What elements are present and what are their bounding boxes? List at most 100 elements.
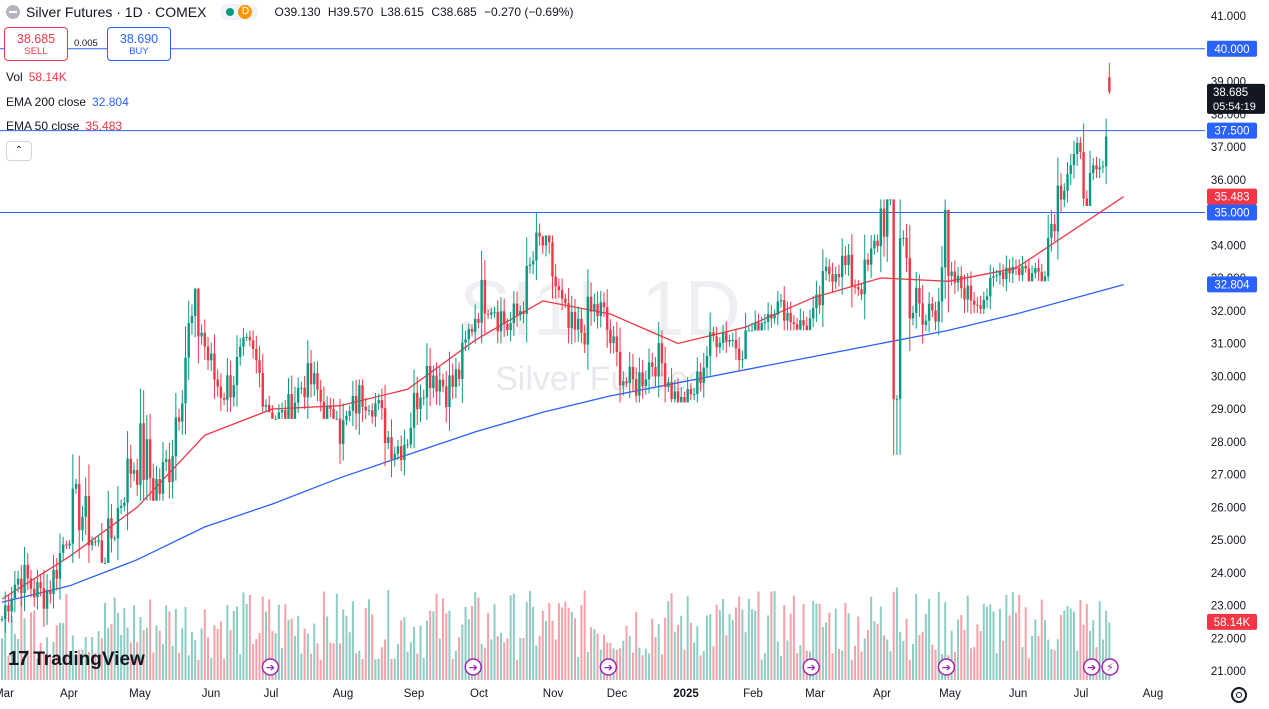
candle: [773, 309, 776, 324]
candle: [36, 569, 39, 610]
volume-bar: [55, 625, 58, 680]
sell-label: SELL: [24, 45, 48, 57]
collapse-legend-button[interactable]: ⌃: [6, 141, 32, 161]
time-tick-label: Dec: [607, 688, 628, 700]
volume-bar: [10, 615, 13, 680]
volume-bar: [264, 611, 267, 680]
volume-bar: [870, 596, 873, 680]
settings-gear-icon[interactable]: [1231, 687, 1247, 703]
candle: [351, 380, 355, 427]
indicator-ema50[interactable]: EMA 50 close 35.483: [6, 119, 122, 133]
candle: [947, 209, 950, 313]
candle: [483, 260, 487, 334]
volume-bar: [107, 627, 110, 680]
volume-bar: [660, 654, 663, 680]
buy-button[interactable]: 38.690 BUY: [107, 27, 171, 61]
volume-bar: [49, 656, 52, 680]
volume-bar: [796, 653, 799, 680]
symbol-title[interactable]: Silver Futures · 1D · COMEX: [26, 4, 207, 20]
event-marker[interactable]: ➔: [599, 658, 618, 676]
volume-bar: [1024, 607, 1027, 680]
candle: [847, 243, 850, 276]
candle: [197, 287, 200, 364]
volume-bar: [519, 637, 522, 680]
volume-bar: [100, 638, 103, 680]
candle: [931, 297, 934, 318]
candle: [71, 454, 75, 563]
price-tick-label: 28.000: [1211, 437, 1246, 449]
candle: [100, 523, 103, 563]
volume-bar: [345, 615, 348, 680]
volume-bar: [142, 629, 145, 680]
volume-bar: [960, 615, 963, 680]
time-axis[interactable]: Mar Apr May Jun Jul Aug Sep Oct Nov Dec 2025 Feb Mar…: [0, 688, 1163, 700]
candle: [567, 287, 570, 344]
volume-bar: [58, 622, 61, 680]
candle: [812, 296, 815, 328]
market-status[interactable]: D: [220, 4, 259, 20]
candle: [161, 441, 165, 501]
volume-bar: [751, 609, 754, 680]
volume-bar: [245, 604, 248, 680]
volume-bar: [62, 623, 65, 680]
horizontal-lines[interactable]: [0, 48, 1205, 213]
indicator-volume[interactable]: Vol 58.14K: [6, 70, 67, 84]
candle: [335, 410, 338, 420]
latest-event-marker[interactable]: ⚡: [1101, 658, 1119, 676]
volume-bar: [509, 595, 512, 680]
candle: [1079, 137, 1082, 159]
candle: [81, 505, 84, 542]
event-marker[interactable]: ➔: [464, 658, 482, 676]
volume-bar: [113, 597, 116, 680]
volume-bar: [854, 645, 857, 680]
event-markers[interactable]: ➔ ➔ ➔ ➔ ➔ ➔ ⚡: [261, 658, 1119, 676]
svg-text:➔: ➔: [942, 661, 951, 674]
volume-bar: [26, 649, 29, 680]
candle: [705, 346, 709, 378]
event-marker[interactable]: ➔: [261, 658, 280, 676]
candle: [1092, 158, 1095, 181]
candle: [580, 308, 583, 344]
candle: [216, 369, 219, 397]
candle: [541, 235, 544, 254]
candle: [560, 278, 564, 311]
volume-bar: [374, 659, 377, 680]
volume-bar: [889, 651, 892, 680]
candle: [850, 234, 854, 308]
volume-bar: [1008, 615, 1011, 680]
event-marker[interactable]: ➔: [1082, 658, 1101, 676]
candle: [779, 294, 783, 308]
volume-bar: [677, 624, 679, 680]
volume-bar: [638, 647, 641, 680]
candle: [544, 235, 548, 257]
sell-button[interactable]: 38.685 SELL: [4, 27, 68, 61]
candle: [55, 558, 58, 591]
volume-bar: [912, 644, 914, 680]
price-axis[interactable]: 41.00040.00039.00038.00037.00036.00035.0…: [1207, 11, 1265, 678]
volume-bar: [780, 655, 783, 680]
candle: [886, 199, 889, 262]
price-axis-badge: 35.483: [1207, 188, 1257, 205]
event-marker[interactable]: ➔: [937, 658, 956, 676]
volume-bar: [496, 636, 499, 680]
indicator-ema200[interactable]: EMA 200 close 32.804: [6, 95, 129, 109]
candle: [898, 199, 902, 455]
candle: [564, 293, 567, 309]
tradingview-logo[interactable]: 17 TradingView: [8, 648, 145, 671]
event-marker[interactable]: ➔: [802, 658, 820, 676]
candle: [602, 292, 606, 318]
candle: [467, 323, 470, 351]
candle: [989, 264, 992, 310]
candle: [148, 413, 152, 501]
volume-bar: [664, 617, 667, 680]
candle: [1047, 214, 1050, 282]
candle: [403, 429, 406, 476]
svg-text:38.685: 38.685: [1213, 87, 1248, 99]
candle: [361, 379, 364, 423]
candle: [68, 540, 71, 549]
svg-text:➔: ➔: [807, 661, 816, 674]
candle: [680, 387, 683, 403]
candle: [956, 267, 960, 292]
candle: [538, 223, 541, 246]
